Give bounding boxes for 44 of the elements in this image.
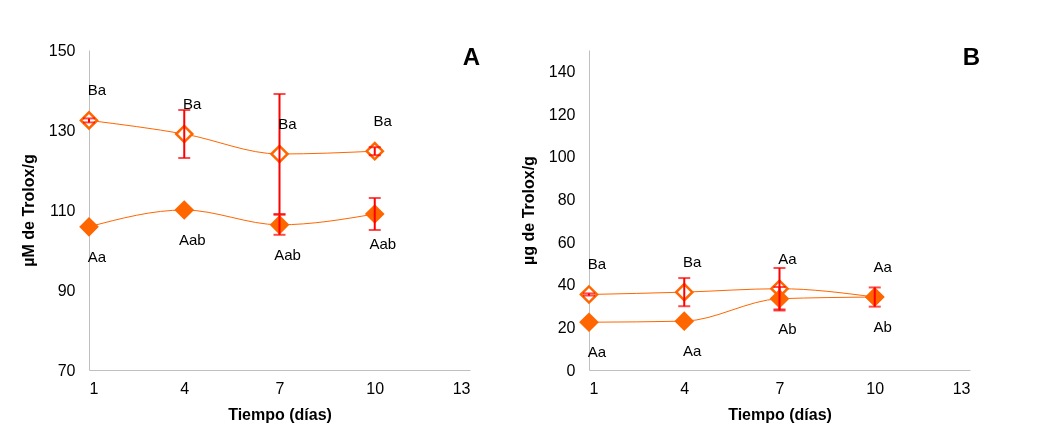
y-tick-label: 90 [57, 281, 76, 299]
data-label: Aa [87, 247, 107, 265]
data-label: Aa [587, 343, 607, 361]
data-label: Aa [778, 249, 798, 267]
data-label: Aa [683, 342, 703, 360]
y-axis-title: µg de Trolox/g [519, 156, 537, 265]
data-label: Ba [183, 95, 203, 112]
y-tick-label: 60 [557, 233, 576, 251]
x-tick-label: 1 [589, 379, 599, 397]
y-tick-label: 70 [57, 361, 76, 379]
x-tick-label: 4 [680, 379, 690, 397]
y-tick-label: 140 [548, 62, 576, 80]
data-label: Ba [87, 81, 107, 99]
y-axis-title: µM de Trolox/g [19, 154, 37, 267]
x-axis-title: Tiempo (días) [228, 405, 332, 423]
y-tick-label: 110 [49, 201, 76, 219]
x-tick-label: 7 [275, 379, 285, 397]
y-tick-label: 130 [48, 121, 76, 139]
data-label: Ab [873, 318, 892, 336]
data-label: Ba [683, 253, 703, 271]
chart-title: B [962, 43, 980, 70]
y-tick-label: 40 [557, 276, 576, 294]
data-label: Ba [373, 112, 393, 130]
x-tick-label: 4 [180, 379, 190, 397]
data-label: Ba [587, 255, 607, 273]
x-tick-label: 13 [952, 379, 971, 397]
data-label: Aa [873, 258, 893, 276]
x-tick-label: 10 [866, 379, 885, 397]
x-tick-label: 10 [366, 379, 385, 397]
data-label: Aab [274, 245, 301, 263]
y-tick-label: 80 [557, 190, 576, 208]
y-tick-label: 120 [548, 105, 576, 123]
chart-title: A [462, 43, 480, 70]
data-label: Ab [778, 319, 797, 337]
y-tick-label: 0 [566, 361, 576, 379]
x-axis-title: Tiempo (días) [728, 405, 832, 423]
y-tick-label: 100 [548, 148, 576, 166]
y-tick-label: 150 [48, 41, 76, 59]
data-label: Aab [178, 231, 206, 248]
data-label: Aab [369, 235, 397, 252]
x-tick-label: 7 [775, 379, 785, 397]
x-tick-label: 13 [452, 379, 471, 397]
y-tick-label: 20 [557, 318, 576, 336]
x-tick-label: 1 [89, 379, 99, 397]
